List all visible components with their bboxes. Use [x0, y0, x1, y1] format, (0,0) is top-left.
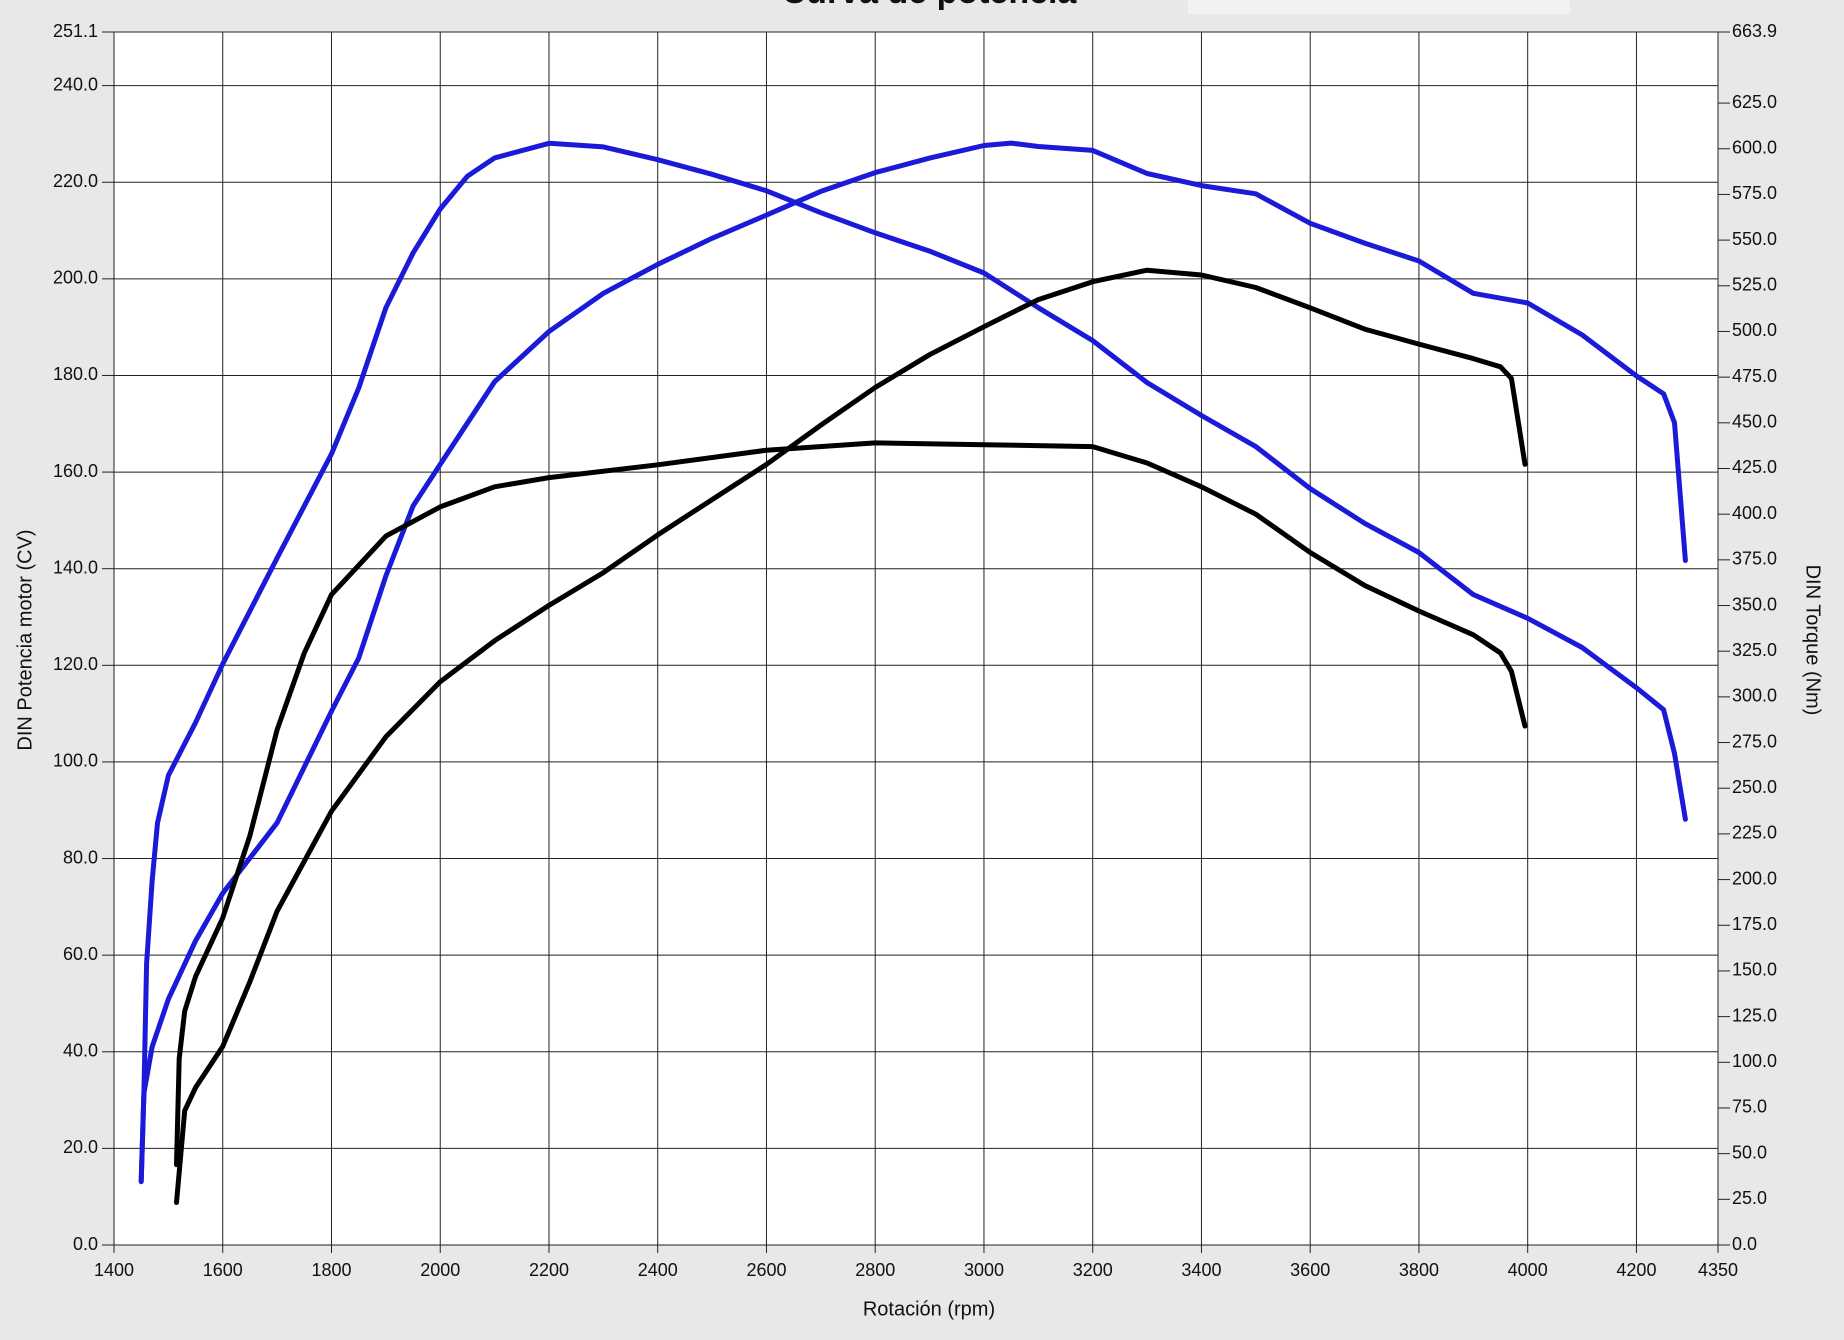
- x-tick-label: 3800: [1399, 1260, 1439, 1280]
- y-tick-label: 80.0: [63, 847, 98, 867]
- y2-tick-label: 500.0: [1732, 320, 1777, 340]
- chart-title: Curva de potencia: [782, 0, 1078, 11]
- plot-frame: [113, 31, 1719, 1246]
- x-tick-label: 1600: [203, 1260, 243, 1280]
- x-tick-label: 2200: [529, 1260, 569, 1280]
- y-tick-label: 220.0: [53, 171, 98, 191]
- y-tick-label: 40.0: [63, 1041, 98, 1061]
- x-tick-label: 2400: [638, 1260, 678, 1280]
- data-line: [174, 267, 1528, 1205]
- y2-tick-label: 75.0: [1732, 1097, 1767, 1117]
- x-tick-label: 4350: [1698, 1260, 1738, 1280]
- y2-tick-label: 275.0: [1732, 731, 1777, 751]
- data-line: [138, 140, 1688, 1185]
- y-tick-label: 200.0: [53, 268, 98, 288]
- y2-tick-label: 375.0: [1732, 549, 1777, 569]
- y-tick-label: 240.0: [53, 74, 98, 94]
- y-tick-label: 140.0: [53, 557, 98, 577]
- y-tick-label: 100.0: [53, 751, 98, 771]
- y2-axis-label: DIN Torque (Nm): [1802, 565, 1824, 716]
- plot-area: [114, 32, 1718, 1245]
- y2-tick-label: 350.0: [1732, 594, 1777, 614]
- y2-tick-label: 0.0: [1732, 1234, 1757, 1254]
- x-tick-label: 1400: [94, 1260, 134, 1280]
- y2-tick-label: 325.0: [1732, 640, 1777, 660]
- y2-tick-label: 25.0: [1732, 1188, 1767, 1208]
- x-tick-label: 3200: [1073, 1260, 1113, 1280]
- x-tick-label: 2000: [420, 1260, 460, 1280]
- y2-tick-label: 250.0: [1732, 777, 1777, 797]
- y2-tick-label: 600.0: [1732, 138, 1777, 158]
- y-tick-label: 0.0: [73, 1234, 98, 1254]
- y2-tick-label: 50.0: [1732, 1142, 1767, 1162]
- y-tick-label: 120.0: [53, 654, 98, 674]
- data-line: [138, 140, 1688, 1184]
- y2-tick-label: 625.0: [1732, 92, 1777, 112]
- y2-tick-label: 400.0: [1732, 503, 1777, 523]
- x-axis-label: Rotación (rpm): [863, 1298, 995, 1320]
- x-tick-label: 4000: [1508, 1260, 1548, 1280]
- y-axis-label: DIN Potencia motor (CV): [14, 529, 36, 750]
- y2-tick-label: 150.0: [1732, 960, 1777, 980]
- y-tick-label: 180.0: [53, 364, 98, 384]
- x-tick-label: 4200: [1616, 1260, 1656, 1280]
- y2-tick-label: 225.0: [1732, 823, 1777, 843]
- y-tick-label: 60.0: [63, 944, 98, 964]
- y2-tick-label: 300.0: [1732, 686, 1777, 706]
- y2-tick-label: 125.0: [1732, 1005, 1777, 1025]
- y2-tick-label: 425.0: [1732, 457, 1777, 477]
- y-tick-label: 20.0: [63, 1137, 98, 1157]
- header-box: [1188, 0, 1570, 14]
- x-tick-label: 2600: [746, 1260, 786, 1280]
- y2-tick-label: 575.0: [1732, 183, 1777, 203]
- y2-tick-label: 200.0: [1732, 868, 1777, 888]
- y-tick-label: 160.0: [53, 461, 98, 481]
- x-tick-label: 3000: [964, 1260, 1004, 1280]
- x-tick-label: 3600: [1290, 1260, 1330, 1280]
- y2-tick-label: 100.0: [1732, 1051, 1777, 1071]
- data-line: [174, 440, 1528, 1168]
- y2-tick-label: 175.0: [1732, 914, 1777, 934]
- y2-tick-label: 663.9: [1732, 21, 1777, 41]
- y-tick-label: 251.1: [53, 21, 98, 41]
- x-tick-label: 2800: [855, 1260, 895, 1280]
- y2-tick-label: 450.0: [1732, 412, 1777, 432]
- x-tick-label: 3400: [1181, 1260, 1221, 1280]
- y2-tick-label: 525.0: [1732, 275, 1777, 295]
- y2-tick-label: 475.0: [1732, 366, 1777, 386]
- x-tick-label: 1800: [311, 1260, 351, 1280]
- y2-tick-label: 550.0: [1732, 229, 1777, 249]
